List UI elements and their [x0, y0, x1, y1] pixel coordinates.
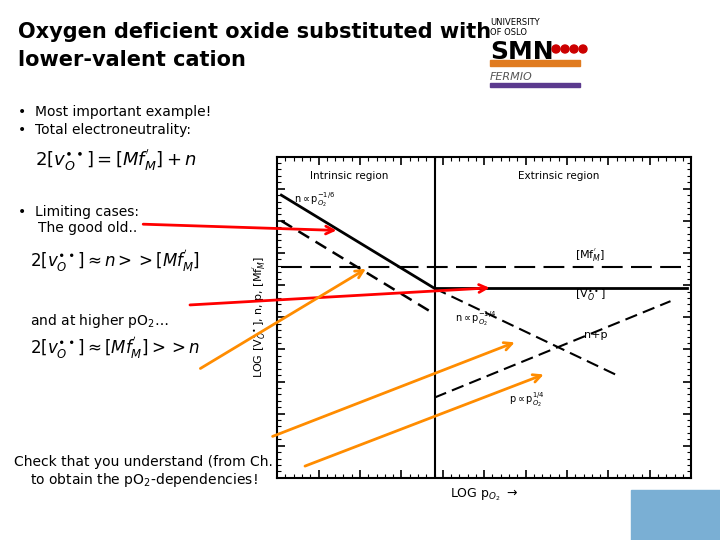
Text: SMN: SMN — [490, 40, 554, 64]
Text: [V$_O^{\bullet\bullet}$]: [V$_O^{\bullet\bullet}$] — [575, 288, 606, 303]
X-axis label: LOG p$_{O_2}$ $\rightarrow$: LOG p$_{O_2}$ $\rightarrow$ — [450, 487, 518, 503]
Text: p$\propto$p$_{O_2}^{1/4}$: p$\propto$p$_{O_2}^{1/4}$ — [509, 390, 545, 409]
Text: The good old..: The good old.. — [38, 221, 138, 235]
Text: UNIVERSITY: UNIVERSITY — [490, 18, 539, 27]
Text: $2[v_O^{\bullet\bullet}]\approx[Mf_M^{'}]>>n$: $2[v_O^{\bullet\bullet}]\approx[Mf_M^{'}… — [30, 335, 200, 361]
Text: •  Limiting cases:: • Limiting cases: — [18, 205, 139, 219]
Text: Extrinsic region: Extrinsic region — [518, 171, 600, 181]
Text: •  Most important example!: • Most important example! — [18, 105, 211, 119]
Circle shape — [552, 45, 560, 53]
Bar — [490, 60, 580, 66]
Text: Intrinsic region: Intrinsic region — [310, 171, 389, 181]
Text: [Mf$_M^{'}$]: [Mf$_M^{'}$] — [575, 247, 606, 265]
Text: n$\propto$p$_{O_2}^{-1/6}$: n$\propto$p$_{O_2}^{-1/6}$ — [294, 191, 336, 210]
Text: $2[v_O^{\bullet\bullet}]\approx n>>[Mf_M^{'}]$: $2[v_O^{\bullet\bullet}]\approx n>>[Mf_M… — [30, 248, 200, 274]
Bar — [490, 83, 580, 87]
Y-axis label: LOG [V$_O^{\bullet\bullet}$], n, p, [Mf$_M^{'}$]: LOG [V$_O^{\bullet\bullet}$], n, p, [Mf$… — [251, 256, 269, 379]
Text: and at higher pO$_2$…: and at higher pO$_2$… — [30, 312, 168, 330]
Text: Check that you understand (from Ch. 3) how: Check that you understand (from Ch. 3) h… — [14, 455, 325, 469]
Circle shape — [561, 45, 569, 53]
Circle shape — [579, 45, 587, 53]
Bar — [631, 490, 720, 540]
Text: OF OSLO: OF OSLO — [490, 28, 527, 37]
Circle shape — [570, 45, 578, 53]
Text: to obtain the pO$_2$-dependencies!: to obtain the pO$_2$-dependencies! — [30, 471, 258, 489]
Text: Oxygen deficient oxide substituted with: Oxygen deficient oxide substituted with — [18, 22, 491, 42]
Text: n+p: n+p — [583, 330, 607, 340]
Text: FERMIO: FERMIO — [490, 72, 533, 82]
Text: n$\propto$p$_{O_2}^{-1/4}$: n$\propto$p$_{O_2}^{-1/4}$ — [455, 310, 497, 328]
Text: $2[v_O^{\bullet\bullet}]=[Mf_M^{'}]+n$: $2[v_O^{\bullet\bullet}]=[Mf_M^{'}]+n$ — [35, 148, 197, 174]
Text: •  Total electroneutrality:: • Total electroneutrality: — [18, 123, 191, 137]
Text: lower-valent cation: lower-valent cation — [18, 50, 246, 70]
